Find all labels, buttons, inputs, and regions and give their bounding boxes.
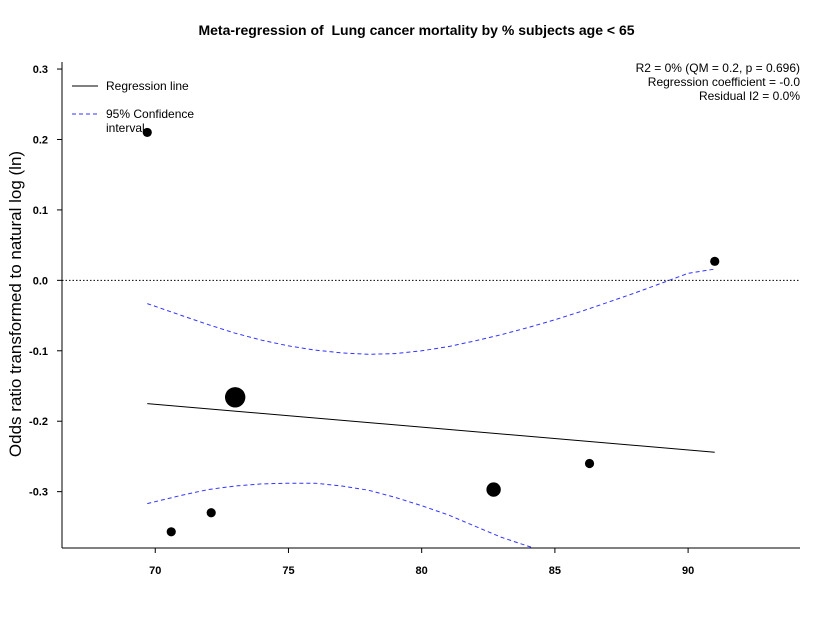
ci-upper-curve <box>147 268 715 355</box>
x-tick-label-75: 75 <box>282 565 294 577</box>
y-tick-label-6: -0.3 <box>29 487 48 499</box>
regression-line-group <box>147 403 715 453</box>
legend-label-line: 95% Confidence <box>106 107 194 121</box>
data-points-group <box>142 127 720 537</box>
y-tick-label-0: 0.3 <box>33 64 48 76</box>
legend: Regression line 95% Confidence interval <box>72 79 194 135</box>
y-tick-label-3: 0.0 <box>33 275 48 287</box>
ci-lower-curve <box>147 482 534 549</box>
stats-box: R2 = 0% (QM = 0.2, p = 0.696)Regression … <box>636 61 801 103</box>
data-point-5 <box>584 458 595 469</box>
data-point-6 <box>710 256 720 266</box>
legend-label-line: interval <box>106 121 145 135</box>
data-point-1 <box>166 527 176 537</box>
data-point-3 <box>224 387 246 408</box>
legend-label-1: 95% Confidence interval <box>106 107 194 135</box>
stats-line-1: Regression coefficient = -0.0 <box>648 75 801 89</box>
data-point-0 <box>142 127 152 138</box>
y-tick-label-4: -0.1 <box>29 346 48 358</box>
y-tick-label-1: 0.2 <box>33 134 48 146</box>
axes-group: 70 75 80 85 90 0.3 0.2 0.1 0.0 -0.1 -0.2 -0.3 <box>29 62 800 577</box>
y-tick-label-5: -0.2 <box>29 416 48 428</box>
y-tick-label-2: 0.1 <box>33 205 48 217</box>
legend-label-0: Regression line <box>106 79 189 93</box>
stats-line-0: R2 = 0% (QM = 0.2, p = 0.696) <box>636 61 800 75</box>
stats-line-2: Residual I2 = 0.0% <box>699 89 800 103</box>
x-tick-label-85: 85 <box>549 565 561 577</box>
data-point-2 <box>206 508 216 518</box>
confidence-interval-group <box>147 268 715 549</box>
x-tick-label-70: 70 <box>149 565 161 577</box>
x-tick-label-80: 80 <box>416 565 428 577</box>
legend-label-line: Regression line <box>106 79 189 93</box>
chart-title: Meta-regression of Lung cancer mortality… <box>198 22 635 38</box>
x-tick-label-90: 90 <box>682 565 694 577</box>
regression-line <box>147 403 715 453</box>
data-point-4 <box>486 482 501 497</box>
